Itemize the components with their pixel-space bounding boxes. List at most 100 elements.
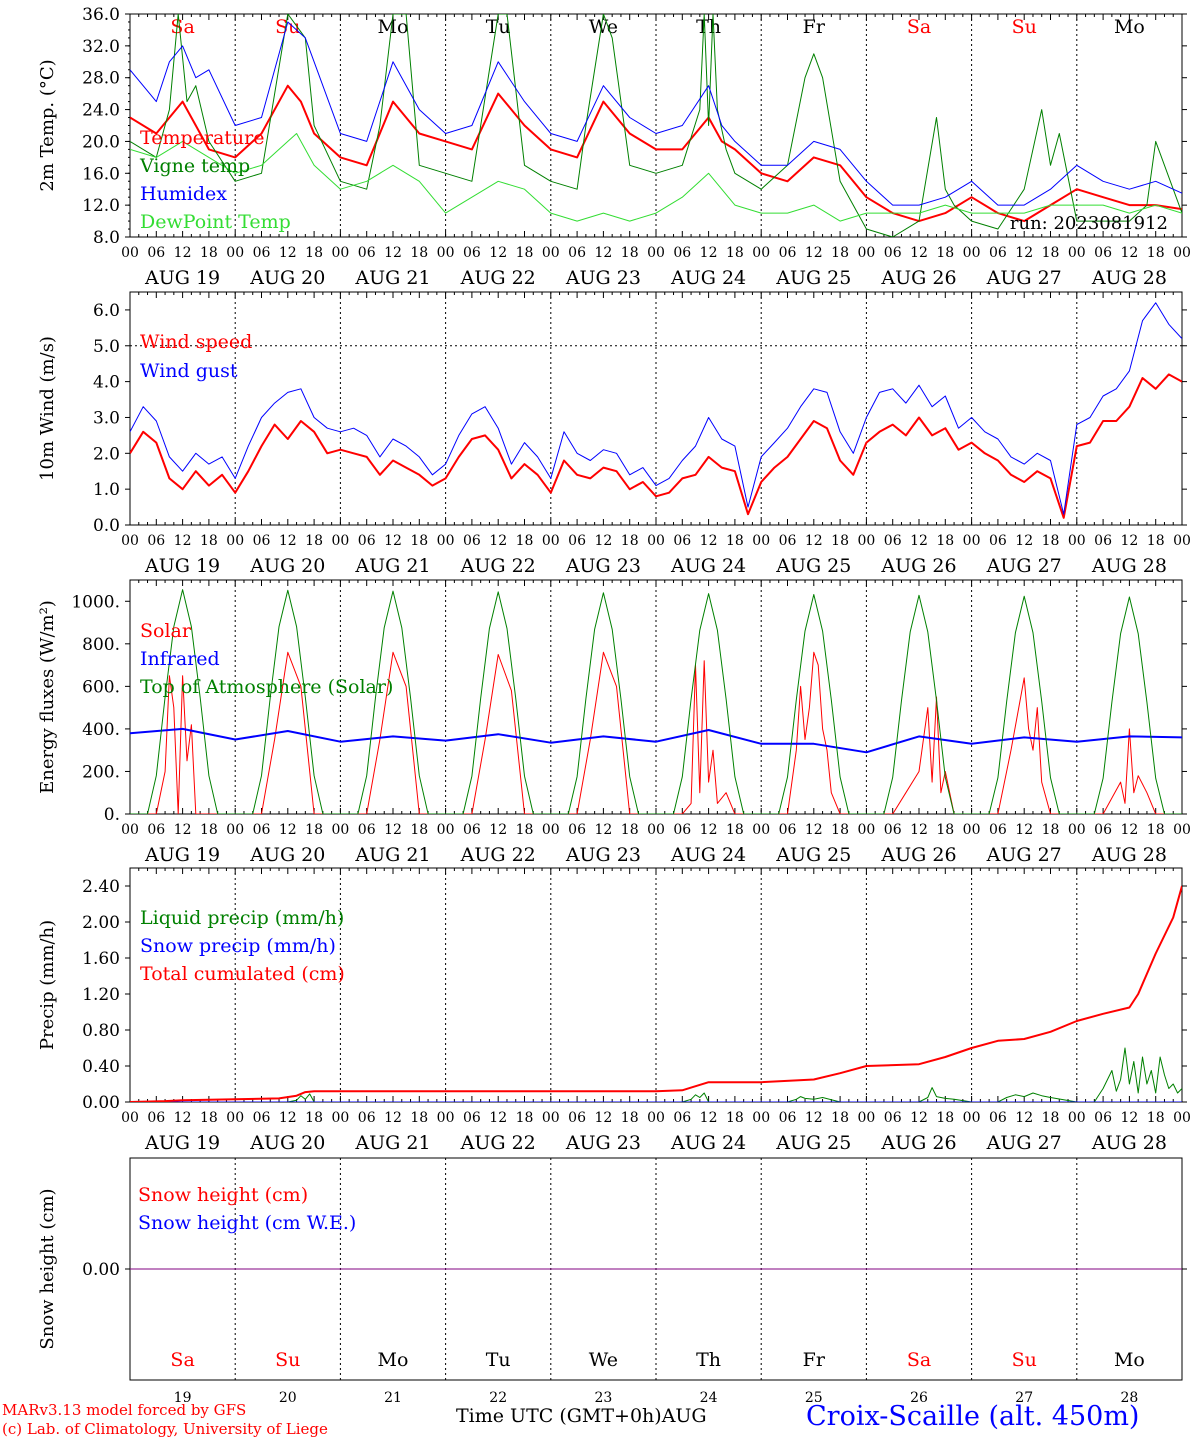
panel1-hour-label: 18 [621,245,639,261]
panel1-day-label: AUG 26 [880,267,956,289]
panel4-hour-label: 12 [700,1110,718,1126]
panel2-hour-label: 06 [884,533,902,549]
weekday-label: Mo [1114,16,1145,38]
day-number-label: 26 [910,1390,928,1406]
panel2-day-label: AUG 22 [460,555,536,577]
station-name: Croix-Scaille (alt. 450m) [806,1401,1140,1432]
panel1-day-label: AUG 21 [354,267,430,289]
panel4-hour-label: 00 [121,1110,139,1126]
panel4-hour-label: 12 [384,1110,402,1126]
weekday-label: Su [275,16,300,38]
panel4-hour-label: 12 [174,1110,192,1126]
panel2-day-label: AUG 27 [986,555,1062,577]
panel3-hour-label: 00 [1173,822,1191,838]
panel4-day-label: AUG 24 [670,1132,746,1154]
panel1-day-label: AUG 27 [986,267,1062,289]
weekday-label: Fr [803,1349,826,1371]
panel4-hour-label: 12 [489,1110,507,1126]
panel1-legend-entry: Humidex [140,183,227,205]
panel3-hour-label: 12 [174,822,192,838]
panel1-y-tick-label: 8.0 [93,228,120,248]
weekday-label: Tu [486,16,511,38]
panel4-hour-label: 00 [1173,1110,1191,1126]
weekday-label: Tu [486,1349,511,1371]
panel4-hour-label: 06 [253,1110,271,1126]
panel1-hour-label: 06 [779,245,797,261]
panel4-y-tick-label: 2.40 [82,877,120,897]
panel1-hour-label: 18 [831,245,849,261]
panel4-hour-label: 00 [226,1110,244,1126]
panel1-hour-label: 00 [437,245,455,261]
panel3-hour-label: 06 [779,822,797,838]
panel2-hour-label: 18 [936,533,954,549]
panel4-hour-label: 12 [594,1110,612,1126]
panel1-hour-label: 00 [647,245,665,261]
panel3-y-tick-label: 400. [82,720,120,740]
panel3-hour-label: 00 [647,822,665,838]
panel2-hour-label: 12 [1120,533,1138,549]
panel2-y-tick-label: 2.0 [93,444,120,464]
panel3-hour-label: 12 [700,822,718,838]
panel2-hour-label: 18 [726,533,744,549]
day-number-label: 22 [489,1390,507,1406]
panel3-legend-entry: Solar [140,620,192,642]
panel1-day-label: AUG 23 [565,267,641,289]
panel2-hour-label: 12 [700,533,718,549]
run-label: run: 2023081912 [1010,213,1168,234]
panel4-hour-label: 06 [673,1110,691,1126]
panel1-hour-label: 18 [726,245,744,261]
panel3-hour-label: 12 [384,822,402,838]
panel4-hour-label: 06 [358,1110,376,1126]
panel1-hour-label: 00 [752,245,770,261]
panel4-hour-label: 18 [305,1110,323,1126]
panel2-hour-label: 06 [1094,533,1112,549]
panel1-hour-label: 06 [253,245,271,261]
panel4-hour-label: 00 [752,1110,770,1126]
panel1-hour-label: 06 [568,245,586,261]
panel1-hour-label: 12 [1120,245,1138,261]
panel1-hour-label: 00 [1068,245,1086,261]
panel4-hour-label: 00 [857,1110,875,1126]
panel3-hour-label: 00 [752,822,770,838]
panel4-hour-label: 00 [437,1110,455,1126]
weekday-label: Mo [378,16,409,38]
panel4-hour-label: 12 [1120,1110,1138,1126]
panel3-hour-label: 18 [1042,822,1060,838]
panel4-hour-label: 12 [910,1110,928,1126]
panel1-hour-label: 18 [516,245,534,261]
panel2-hour-label: 12 [489,533,507,549]
panel3-day-label: AUG 23 [565,844,641,866]
credit-line-2: (c) Lab. of Climatology, University of L… [2,1420,328,1438]
panel1-hour-label: 06 [989,245,1007,261]
panel4-y-tick-label: 1.20 [82,985,120,1005]
panel1-day-label: AUG 19 [144,267,220,289]
panel2-hour-label: 06 [253,533,271,549]
panel4-y-axis-title: Precip (mm/h) [37,920,58,1050]
panel3-hour-label: 00 [121,822,139,838]
panel2-day-label: AUG 24 [670,555,746,577]
panel1-hour-label: 00 [226,245,244,261]
panel4-day-label: AUG 27 [986,1132,1062,1154]
panel4-hour-label: 06 [779,1110,797,1126]
panel2-series-wind-gust [130,302,1182,515]
panel1-hour-label: 12 [279,245,297,261]
panel4-day-label: AUG 19 [144,1132,220,1154]
panel4-hour-label: 18 [1042,1110,1060,1126]
panel1-hour-label: 06 [673,245,691,261]
panel3-y-axis-title: Energy fluxes (W/m²) [37,600,58,794]
panel1-hour-label: 06 [463,245,481,261]
panel2-hour-label: 00 [857,533,875,549]
panel2-hour-label: 12 [805,533,823,549]
panel3-hour-label: 12 [279,822,297,838]
weekday-label: Sa [907,16,931,38]
panel2-hour-label: 18 [305,533,323,549]
weekday-label: Mo [378,1349,409,1371]
panel1-series-dewpoint-temp [130,133,1182,222]
panel2-y-axis-title: 10m Wind (m/s) [37,336,58,481]
panel3-hour-label: 12 [1120,822,1138,838]
panel2-day-label: AUG 20 [249,555,325,577]
panel3-y-tick-label: 800. [82,635,120,655]
panel2-hour-label: 06 [147,533,165,549]
panel2-hour-label: 12 [910,533,928,549]
panel2-day-label: AUG 25 [775,555,851,577]
